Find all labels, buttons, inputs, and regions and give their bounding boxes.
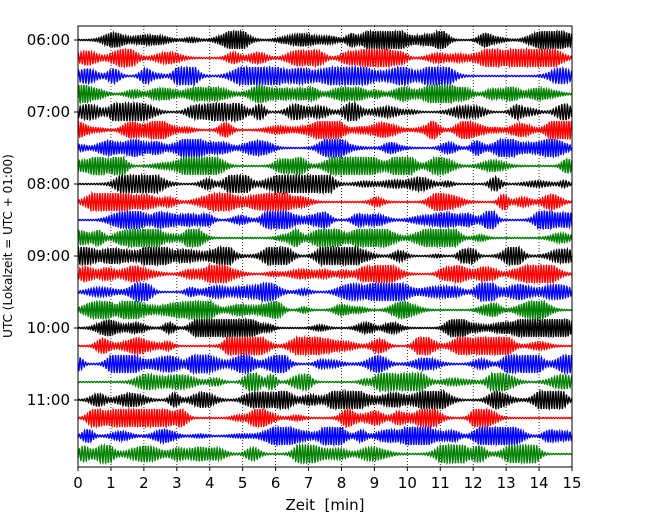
trace-0730: [77, 137, 573, 159]
x-tick-label: 4: [205, 474, 215, 492]
x-tick-label: 13: [497, 474, 516, 492]
trace-0830: [77, 208, 573, 231]
x-tick-label: 12: [464, 474, 483, 492]
trace-0930: [77, 280, 573, 304]
x-tick-label: 10: [398, 474, 417, 492]
trace-0800: [77, 172, 573, 196]
x-tick-label: 6: [271, 474, 281, 492]
trace-0900: [77, 244, 573, 268]
plot-frame: [77, 25, 573, 468]
x-tick-label: 14: [530, 474, 549, 492]
trace-0700: [77, 100, 573, 124]
trace-1130: [77, 424, 573, 448]
y-tick-label: 10:00: [27, 319, 70, 337]
trace-0615: [77, 46, 573, 69]
trace-0600: [77, 28, 573, 51]
x-tick-label: 5: [238, 474, 248, 492]
trace-0915: [77, 262, 573, 286]
x-axis-label: Zeit [min]: [285, 496, 364, 514]
y-ticks: 06:00 07:00 08:00 09:00 10:00 11:00: [27, 31, 78, 409]
y-tick-label: 09:00: [27, 247, 70, 265]
trace-0815: [77, 190, 573, 214]
trace-1100: [77, 388, 573, 411]
trace-0645: [77, 82, 573, 106]
x-tick-label: 9: [370, 474, 380, 492]
x-tick-label: 2: [139, 474, 149, 492]
y-tick-label: 06:00: [27, 31, 70, 49]
trace-1000: [77, 316, 573, 340]
trace-0845: [77, 226, 573, 250]
y-axis-label: UTC (Lokalzeit = UTC + 01:00): [1, 154, 15, 338]
x-tick-label: 8: [337, 474, 347, 492]
trace-1045: [77, 370, 573, 394]
trace-0945: [77, 298, 573, 322]
trace-1115: [77, 406, 573, 430]
trace-layer: [77, 28, 573, 466]
trace-0745: [77, 154, 573, 178]
y-tick-label: 07:00: [27, 103, 70, 121]
x-ticks: 0 1 2 3 4 5 6 7 8 9 10 11 12 13 14 15: [73, 467, 582, 492]
x-tick-label: 0: [73, 474, 83, 492]
trace-0630: [77, 64, 573, 88]
y-tick-label: 11:00: [27, 391, 70, 409]
x-tick-label: 11: [431, 474, 450, 492]
trace-1030: [77, 352, 573, 376]
trace-0715: [77, 119, 573, 141]
x-tick-label: 7: [304, 474, 314, 492]
x-tick-label: 1: [106, 474, 116, 492]
x-tick-label: 15: [562, 474, 581, 492]
x-tick-label: 3: [172, 474, 182, 492]
trace-1015: [77, 334, 573, 358]
y-tick-label: 08:00: [27, 175, 70, 193]
trace-1145: [77, 442, 573, 466]
